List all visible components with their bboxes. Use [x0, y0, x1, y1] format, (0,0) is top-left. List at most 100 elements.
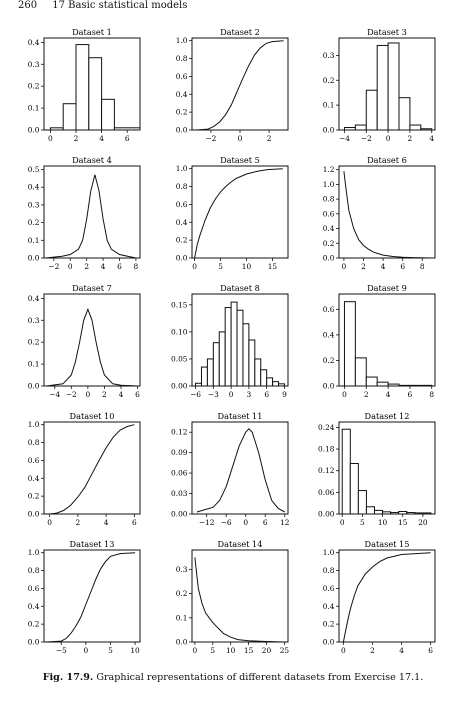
- histogram-bar: [365, 376, 378, 387]
- chart-title: Dataset 14: [218, 539, 263, 549]
- y-tick-label: 0.4: [28, 474, 40, 483]
- histogram-bar: [349, 462, 359, 515]
- chapter-title: 17 Basic statistical models: [52, 0, 188, 11]
- y-tick-label: 0.2: [28, 82, 40, 91]
- x-tick-label: 10: [130, 646, 140, 655]
- chart-panel-10: Dataset 10 0 2 4 6 0.0 0.2 0.4 0.6 0.8 1.0: [28, 411, 141, 527]
- x-tick-label: −6: [221, 518, 232, 527]
- y-tick-label: 0.2: [323, 239, 335, 248]
- y-tick-label: 0.8: [176, 54, 188, 63]
- x-tick-label: 0: [342, 262, 347, 271]
- x-tick-label: 6: [263, 518, 268, 527]
- x-tick-label: −2: [205, 134, 216, 143]
- y-tick-label: 0.8: [28, 438, 40, 447]
- chart-title: Dataset 11: [218, 411, 263, 421]
- chart-title: Dataset 12: [365, 411, 410, 421]
- y-tick-label: 0.3: [28, 316, 40, 325]
- data-curve: [49, 424, 135, 515]
- histogram-bar: [88, 57, 103, 131]
- histogram-bar: [113, 127, 141, 131]
- y-tick-label: 0.2: [323, 76, 335, 85]
- chart-title: Dataset 10: [70, 411, 115, 421]
- y-tick-label: 0.09: [171, 448, 188, 457]
- x-tick-label: 0: [193, 646, 198, 655]
- y-tick-label: 0.2: [28, 338, 40, 347]
- x-tick-label: 0: [238, 134, 243, 143]
- y-tick-label: 1.2: [323, 165, 335, 174]
- y-tick-label: 1.0: [176, 36, 188, 45]
- x-tick-label: 2: [76, 518, 81, 527]
- histogram-bar: [224, 307, 232, 387]
- y-tick-label: 0.00: [171, 382, 188, 391]
- chart-panel-1: Dataset 1 0 2 4 6 0.0 0.1 0.2 0.3 0.4: [28, 27, 141, 143]
- histogram-bar: [354, 357, 367, 387]
- y-tick-label: 0.3: [176, 565, 188, 574]
- x-tick-label: 15: [244, 646, 254, 655]
- y-tick-label: 0.0: [28, 126, 40, 135]
- y-tick-label: 0.1: [28, 360, 40, 369]
- x-tick-label: 0: [229, 390, 234, 399]
- x-tick-label: 6: [117, 262, 122, 271]
- x-tick-label: −2: [48, 262, 59, 271]
- chart-title: Dataset 13: [70, 539, 115, 549]
- y-tick-label: 0.6: [28, 456, 40, 465]
- y-tick-label: 0.8: [323, 566, 335, 575]
- y-tick-label: 0.10: [171, 327, 188, 336]
- y-tick-label: 0.06: [171, 469, 188, 478]
- histogram-bar: [357, 490, 367, 515]
- y-tick-label: 0.4: [28, 294, 40, 303]
- y-tick-label: 0.4: [28, 38, 40, 47]
- x-tick-label: 4: [99, 134, 104, 143]
- x-tick-label: 6: [132, 518, 137, 527]
- chart-title: Dataset 7: [72, 283, 112, 293]
- x-tick-label: 6: [400, 262, 405, 271]
- histogram-bar: [230, 301, 238, 387]
- histogram-bar: [242, 323, 250, 387]
- chart-title: Dataset 5: [220, 155, 260, 165]
- x-tick-label: 5: [108, 646, 113, 655]
- chart-panel-13: Dataset 13 −5 0 5 10 0.0 0.2 0.4 0.6 0.8 1.0: [28, 539, 141, 655]
- histogram-bar: [382, 511, 392, 515]
- histogram-bar: [212, 342, 220, 387]
- x-tick-label: 5: [360, 518, 365, 527]
- plot-frame: [191, 421, 289, 515]
- y-tick-label: 0.2: [176, 236, 188, 245]
- histogram-bar: [406, 512, 416, 515]
- histogram-bar: [409, 124, 422, 131]
- data-curve: [343, 171, 433, 259]
- x-tick-label: −3: [208, 390, 219, 399]
- histogram-bar: [266, 377, 274, 387]
- data-curve: [46, 307, 138, 387]
- histogram-bar: [398, 510, 408, 515]
- plot-frame: [191, 165, 289, 259]
- y-tick-label: 0.0: [323, 638, 335, 647]
- y-tick-label: 0.1: [28, 104, 40, 113]
- x-tick-label: 6: [408, 390, 413, 399]
- histogram-bar: [365, 89, 378, 131]
- x-tick-label: 2: [370, 646, 375, 655]
- x-tick-label: 10: [226, 646, 236, 655]
- y-tick-label: 1.0: [323, 180, 335, 189]
- x-tick-label: 20: [418, 518, 428, 527]
- y-tick-label: 0.0: [323, 254, 335, 263]
- x-tick-label: 4: [104, 518, 109, 527]
- y-tick-label: 0.18: [318, 445, 335, 454]
- x-tick-label: 2: [74, 134, 79, 143]
- x-tick-label: 0: [83, 646, 88, 655]
- chart-panel-9: Dataset 9 0 2 4 6 8 0.0 0.2 0.4 0.6: [323, 283, 436, 399]
- histogram-bar: [272, 381, 280, 387]
- y-tick-label: 0.00: [171, 510, 188, 519]
- y-tick-label: 0.0: [28, 510, 40, 519]
- y-tick-label: 0.4: [176, 218, 188, 227]
- caption-text: Graphical representations of different d…: [96, 672, 424, 683]
- y-tick-label: 0.0: [28, 254, 40, 263]
- y-tick-label: 0.4: [323, 224, 335, 233]
- plot-frame: [43, 293, 141, 387]
- chart-panel-6: Dataset 6 0 2 4 6 8 0.0 0.2 0.4 0.6 0.8 1.0 1.2: [323, 155, 436, 271]
- y-tick-label: 0.3: [323, 51, 335, 60]
- x-tick-label: 20: [262, 646, 272, 655]
- page-number: 260: [18, 0, 38, 11]
- histogram-bar: [200, 366, 208, 387]
- x-tick-label: 8: [134, 262, 139, 271]
